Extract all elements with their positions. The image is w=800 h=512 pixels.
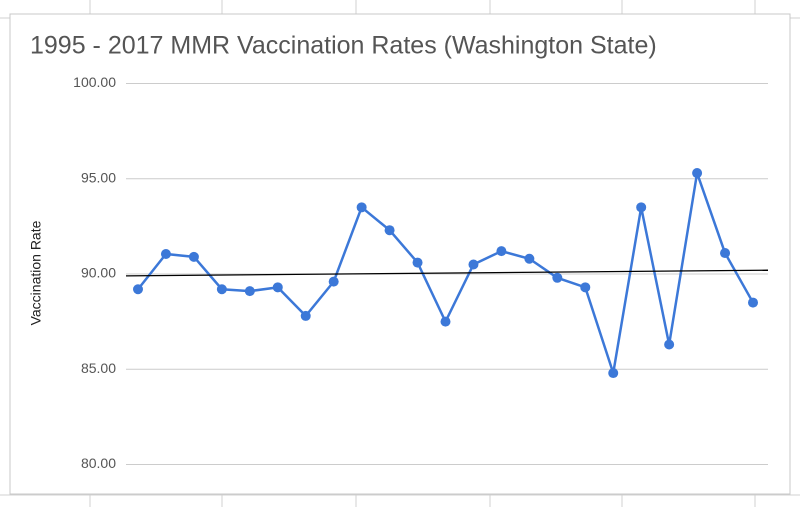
y-axis-label: Vaccination Rate [28,220,44,325]
data-point [524,253,535,264]
y-tick-label: 80.00 [81,455,116,471]
data-point [496,246,507,257]
data-point [160,249,171,259]
data-point [133,284,143,295]
y-tick-label: 95.00 [81,169,116,185]
y-tick-label: 85.00 [81,360,116,376]
y-tick-label: 100.00 [73,74,116,90]
chart-frame [9,13,791,495]
data-point [468,259,479,270]
data-point [552,272,563,283]
trendline [125,269,769,277]
data-point [188,251,199,262]
data-point [216,284,227,295]
data-point [580,282,591,293]
data-point [636,202,647,213]
data-point [440,316,451,327]
chart-title: 1995 - 2017 MMR Vaccination Rates (Washi… [30,32,657,60]
data-point [328,276,339,287]
data-point [720,248,731,259]
data-point [692,168,703,179]
data-point [664,339,675,350]
y-tick-label: 90.00 [81,265,116,281]
data-point [244,286,255,297]
data-point [748,297,758,308]
data-point [384,225,395,236]
data-point [272,282,283,293]
data-point [608,368,619,379]
data-point [412,257,423,268]
data-point [356,202,367,213]
data-point [300,310,311,321]
